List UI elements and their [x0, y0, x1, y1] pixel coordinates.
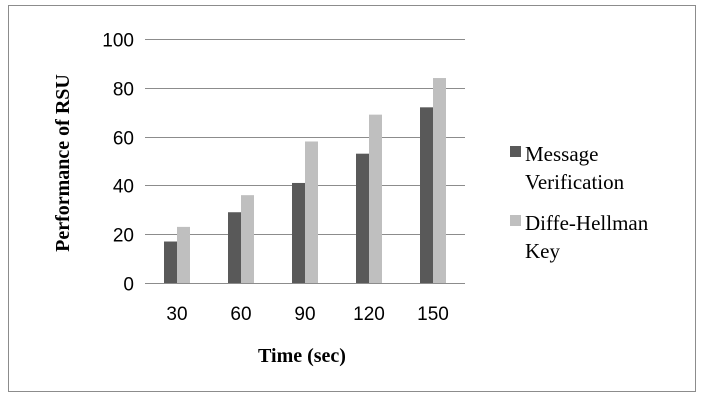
bar-diffe-hellman-key-90 — [305, 141, 318, 283]
y-axis-title: Performance of RSU — [52, 74, 74, 252]
x-tick-label: 150 — [417, 304, 449, 325]
x-tick-label: 30 — [166, 304, 187, 325]
y-tick-label: 60 — [113, 129, 134, 150]
gridlines — [145, 39, 465, 235]
bar-diffe-hellman-key-30 — [177, 226, 190, 283]
x-axis-tick-labels: 30 60 90 120 150 — [166, 304, 448, 325]
bar-message-verification-90 — [292, 182, 305, 283]
legend-swatch — [510, 215, 521, 226]
legend: Message Verification Diffe-Hellman Key — [510, 142, 649, 263]
y-tick-label: 80 — [113, 80, 134, 101]
legend-label: Verification — [525, 170, 625, 194]
bar-message-verification-60 — [228, 212, 241, 283]
legend-label: Message — [525, 142, 598, 166]
bar-diffe-hellman-key-60 — [241, 195, 254, 283]
bar-diffe-hellman-key-120 — [369, 114, 382, 283]
y-tick-label: 40 — [113, 177, 134, 198]
y-tick-label: 0 — [123, 275, 134, 296]
x-tick-label: 60 — [230, 304, 251, 325]
bar-diffe-hellman-key-150 — [433, 78, 446, 283]
bar-message-verification-120 — [356, 153, 369, 283]
legend-swatch — [510, 146, 521, 157]
x-axis-title: Time (sec) — [258, 345, 346, 367]
y-tick-label: 20 — [113, 226, 134, 247]
y-tick-label: 100 — [102, 31, 134, 52]
chart-frame — [8, 5, 696, 392]
bars — [164, 78, 446, 283]
legend-label: Diffe-Hellman — [525, 211, 649, 235]
y-axis-tick-labels: 0 20 40 60 80 100 — [102, 31, 134, 296]
x-tick-label: 90 — [294, 304, 315, 325]
x-tick-label: 120 — [353, 304, 385, 325]
bar-message-verification-30 — [164, 241, 177, 283]
bar-message-verification-150 — [420, 107, 433, 283]
legend-label: Key — [525, 239, 560, 263]
